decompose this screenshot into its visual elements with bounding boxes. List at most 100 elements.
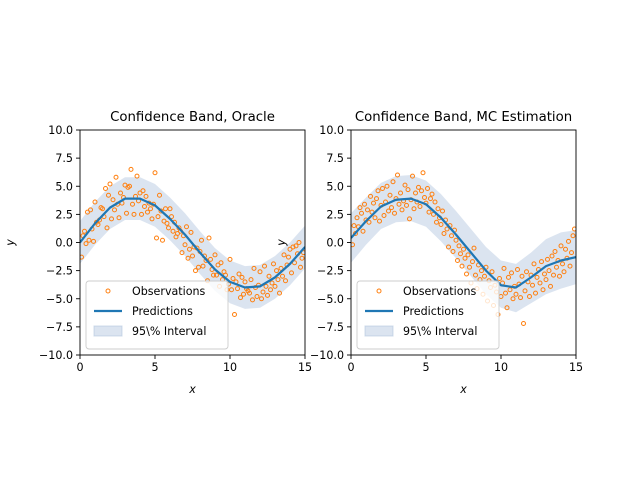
observation-point: [405, 187, 411, 193]
y-axis-label: y: [275, 239, 288, 247]
observation-point: [372, 215, 378, 221]
observation-point: [471, 245, 477, 251]
observation-point: [116, 215, 122, 221]
observation-point: [248, 277, 254, 283]
observation-point: [390, 179, 396, 185]
observation-point: [509, 270, 514, 276]
observation-point: [238, 295, 243, 301]
observation-point: [83, 241, 89, 247]
observation-point: [374, 196, 379, 202]
observation-point: [360, 228, 366, 234]
observation-point: [110, 197, 116, 203]
observation-point: [461, 246, 466, 252]
observation-point: [441, 231, 447, 236]
observation-point: [566, 238, 571, 244]
y-tick-label: −2.5: [317, 265, 344, 278]
y-tick-label: −10.0: [39, 349, 73, 362]
observation-point: [563, 246, 568, 252]
observation-point: [232, 312, 237, 317]
observation-point: [269, 280, 275, 286]
observation-point: [188, 229, 194, 235]
observation-point: [546, 268, 552, 274]
observation-point: [170, 228, 176, 234]
observation-point: [351, 223, 357, 229]
legend-label: Predictions: [132, 305, 193, 318]
observation-point: [242, 279, 248, 285]
observation-point: [143, 193, 149, 199]
observation-point: [465, 252, 471, 258]
observation-point: [426, 209, 432, 215]
x-tick-label: 15: [298, 361, 312, 374]
observation-point: [280, 273, 285, 279]
observation-point: [569, 250, 574, 256]
observation-point: [453, 237, 459, 243]
observation-point: [286, 254, 291, 260]
observation-point: [365, 207, 370, 213]
observation-point: [521, 321, 526, 326]
observation-point: [513, 291, 519, 297]
observation-point: [395, 172, 400, 178]
observation-point: [182, 242, 188, 248]
observation-point: [104, 225, 110, 231]
legend-band-patch: [93, 325, 123, 337]
observation-point: [396, 201, 402, 207]
observation-point: [130, 201, 135, 207]
observation-point: [283, 278, 288, 284]
y-tick-label: 0.0: [326, 237, 344, 250]
observation-point: [127, 183, 132, 189]
observation-point: [290, 244, 296, 250]
observation-point: [271, 261, 276, 267]
observation-point: [357, 205, 363, 211]
observation-point: [428, 196, 433, 202]
panel-1: 0 5 10 15 10.0 7.5 5.0 2.5 0.0 −2.5 −5.0 −7.5 −10.0 C…: [4, 110, 312, 396]
panel-2: 0 5 10 15 10.0 7.5 5.0 2.5 0.0 −2.5 −5.0 −7.5 −10.0 C…: [275, 110, 583, 396]
observation-point: [435, 206, 441, 212]
observation-point: [214, 272, 219, 278]
observation-point: [145, 209, 150, 215]
y-tick-label: 2.5: [55, 208, 73, 221]
observation-point: [375, 188, 381, 194]
observation-point: [462, 255, 468, 261]
observation-point: [497, 276, 502, 281]
legend-label: Predictions: [403, 305, 464, 318]
chart-title: Confidence Band, MC Estimation: [355, 110, 572, 125]
x-tick-label: 15: [569, 361, 583, 374]
observation-point: [552, 249, 558, 254]
legend-label: 95\% Interval: [403, 325, 477, 338]
observation-point: [100, 206, 105, 212]
observation-point: [91, 238, 96, 244]
observation-point: [422, 195, 427, 200]
observation-point: [113, 174, 119, 180]
observation-point: [281, 252, 287, 258]
observation-point: [530, 282, 535, 288]
observation-point: [196, 264, 201, 270]
observation-point: [510, 296, 516, 302]
legend: Observations Predictions 95\% Interval: [356, 280, 500, 350]
observation-point: [518, 295, 523, 301]
observation-point: [419, 188, 424, 194]
observation-point: [251, 265, 257, 271]
observation-point: [467, 264, 472, 270]
observation-point: [543, 277, 549, 283]
x-tick-label: 5: [422, 361, 429, 374]
y-tick-label: −5.0: [317, 293, 344, 306]
observation-point: [470, 259, 475, 265]
observation-point: [413, 190, 418, 196]
y-tick-label: 10.0: [319, 124, 344, 137]
chart-title: Confidence Band, Oracle: [110, 110, 275, 125]
observation-point: [260, 289, 266, 295]
observation-point: [92, 199, 98, 205]
observation-point: [265, 292, 270, 298]
observation-point: [166, 225, 171, 231]
observation-point: [274, 268, 279, 274]
observation-point: [545, 256, 550, 262]
observation-point: [95, 222, 101, 227]
observation-point: [504, 305, 510, 311]
observation-point: [399, 207, 405, 213]
observation-point: [387, 192, 393, 198]
observation-point: [247, 290, 252, 296]
y-tick-label: 5.0: [55, 180, 73, 193]
observation-point: [567, 263, 573, 269]
observation-point: [211, 272, 216, 278]
observation-point: [179, 250, 185, 256]
